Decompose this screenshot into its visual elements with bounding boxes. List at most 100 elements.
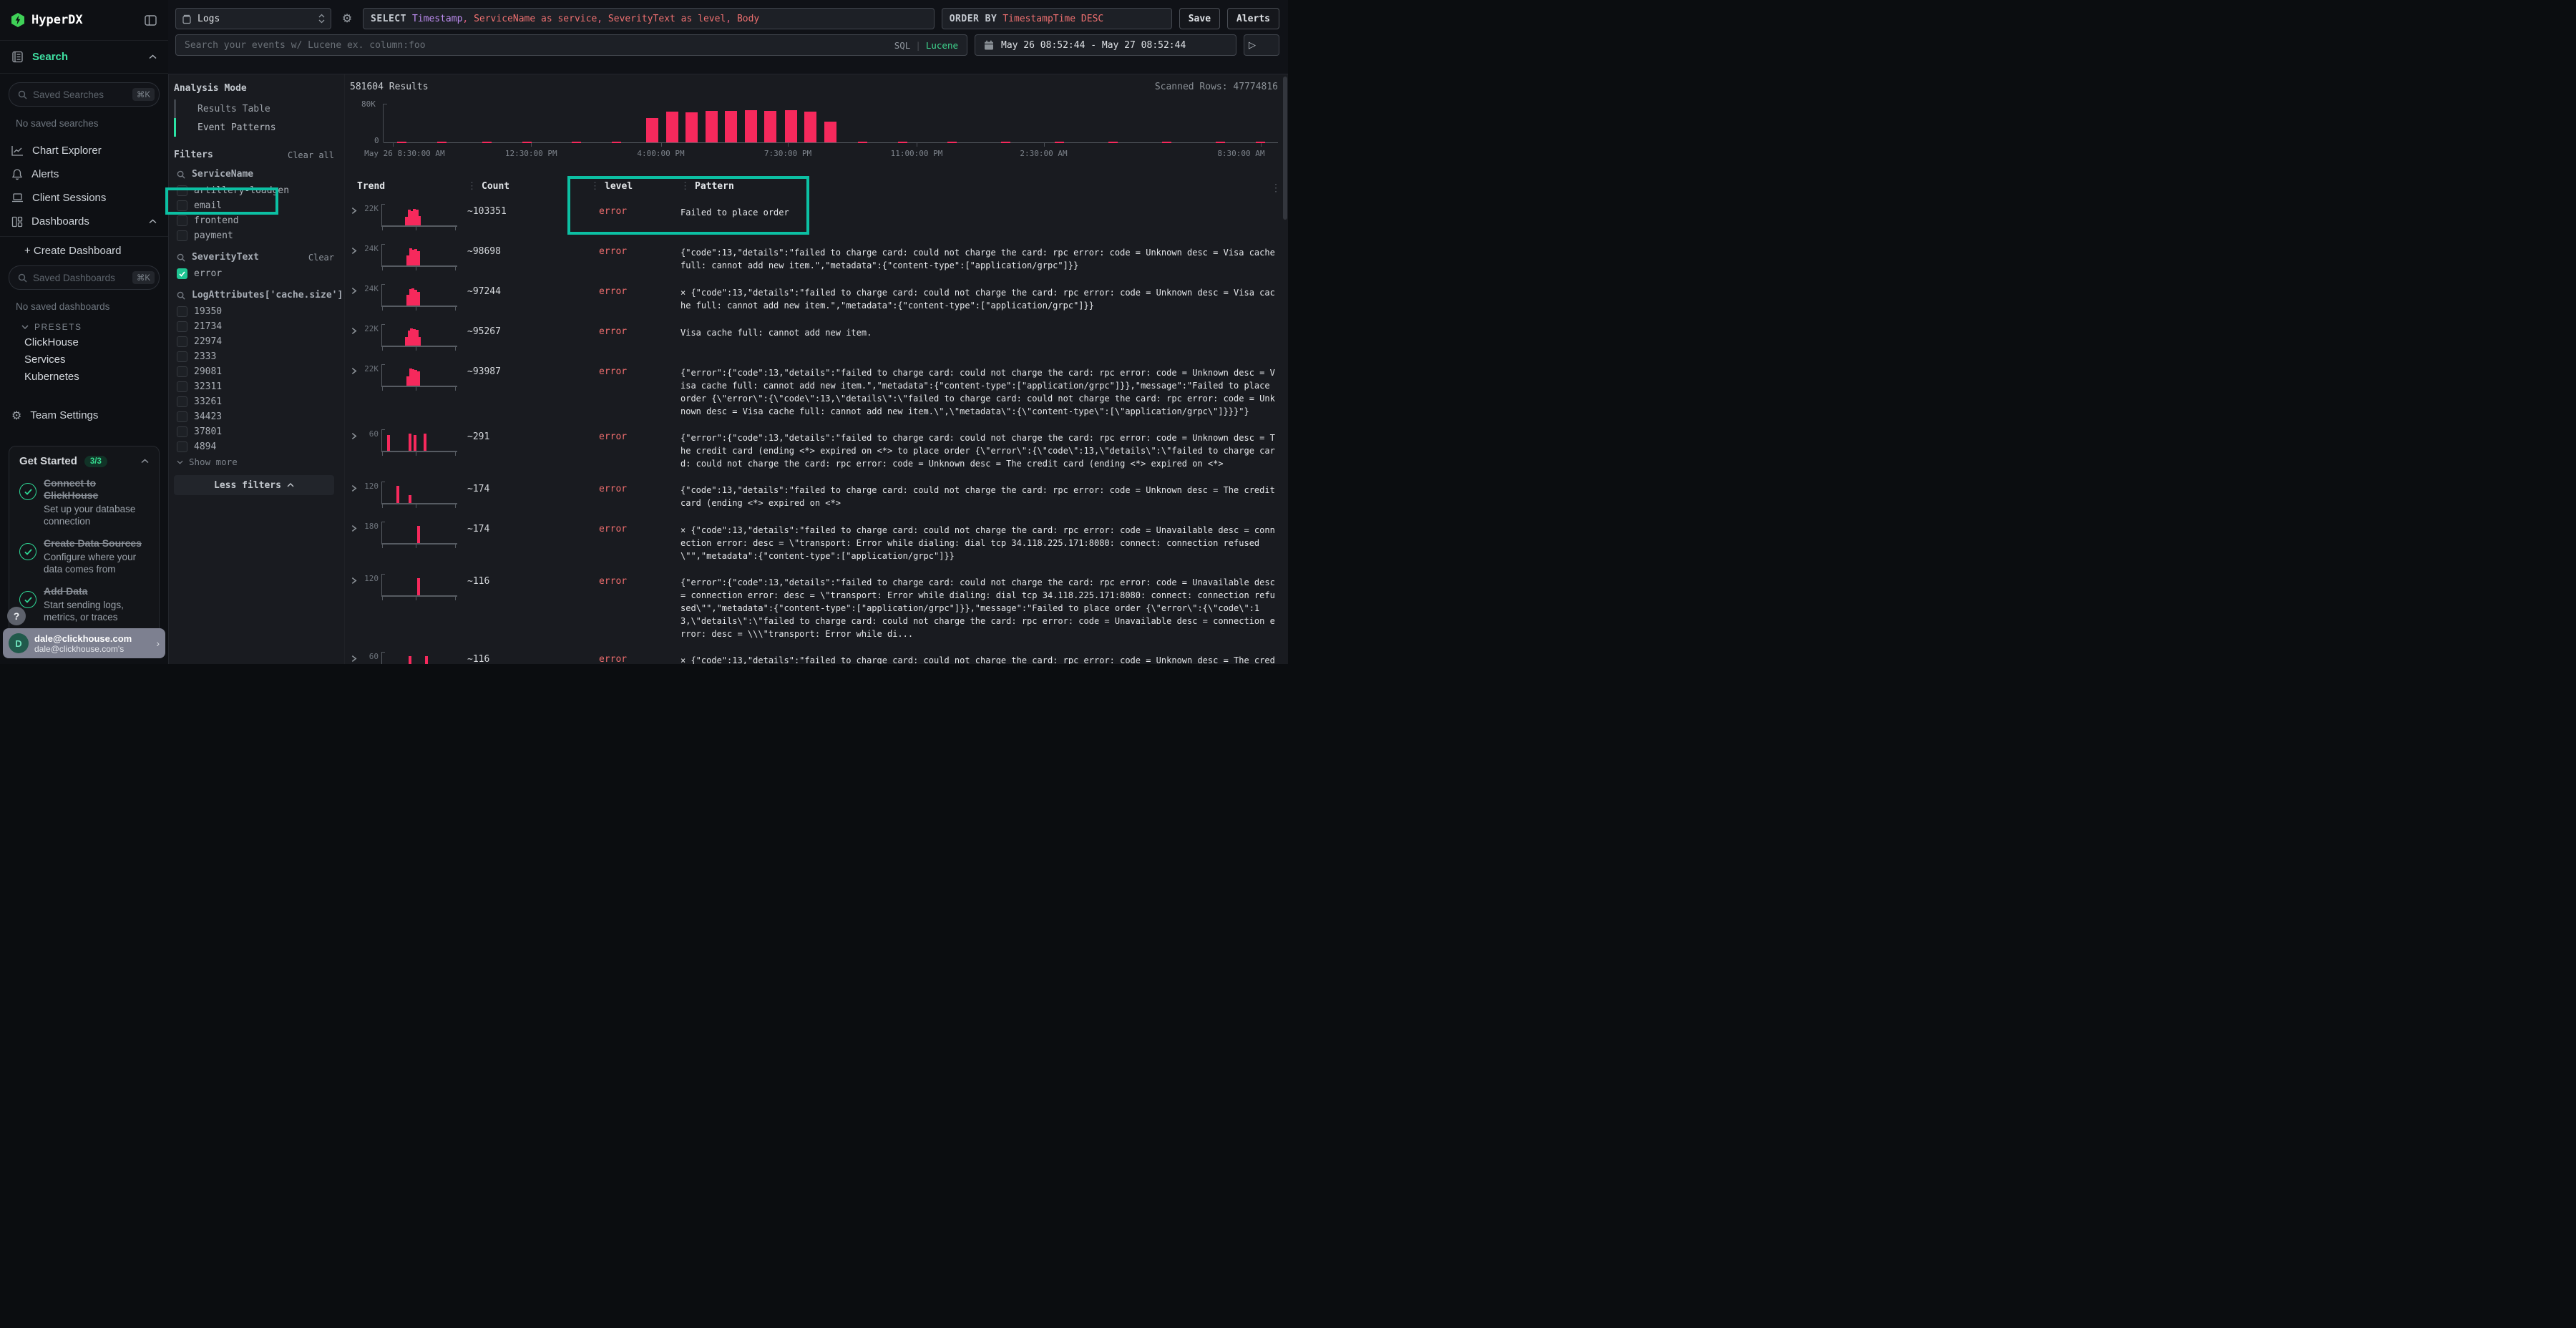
expand-row-chevron-icon[interactable] xyxy=(346,200,360,215)
checkbox[interactable] xyxy=(177,441,187,452)
checkbox[interactable] xyxy=(177,426,187,437)
checkbox[interactable] xyxy=(177,366,187,377)
histogram-bar[interactable] xyxy=(665,111,678,142)
expand-row-chevron-icon[interactable] xyxy=(346,425,360,440)
col-header-count[interactable]: ⋮ Count xyxy=(467,181,510,192)
histogram-bar[interactable] xyxy=(784,110,797,142)
expand-row-chevron-icon[interactable] xyxy=(346,570,360,585)
pattern-row[interactable]: 24K ~98698 error {"code":13,"details":"fail… xyxy=(346,236,1288,276)
histogram-bar[interactable] xyxy=(764,111,776,142)
histogram-bar[interactable] xyxy=(686,112,698,142)
pattern-row[interactable]: 180 ~174 error × {"code":13,"details":"fail… xyxy=(346,514,1288,566)
filter-option[interactable]: 29081 xyxy=(174,364,344,379)
filter-option[interactable]: frontend xyxy=(174,213,344,228)
sidebar-item-team-settings[interactable]: ⚙ Team Settings xyxy=(0,404,168,427)
lang-lucene[interactable]: Lucene xyxy=(925,39,958,51)
presets-toggle[interactable]: PRESETS xyxy=(21,322,168,332)
expand-row-chevron-icon[interactable] xyxy=(346,320,360,335)
lucene-search-input[interactable]: Search your events w/ Lucene ex. column:… xyxy=(175,34,967,56)
save-button[interactable]: Save xyxy=(1179,8,1221,29)
filter-option[interactable]: 19350 xyxy=(174,304,344,319)
checkbox[interactable] xyxy=(177,230,187,241)
date-range-picker[interactable]: May 26 08:52:44 - May 27 08:52:44 xyxy=(975,34,1236,56)
user-profile-chip[interactable]: D dale@clickhouse.com dale@clickhouse.co… xyxy=(3,628,165,658)
filter-option[interactable]: 21734 xyxy=(174,319,344,334)
pattern-row[interactable]: 120 ~116 error {"error":{"code":13,"details… xyxy=(346,566,1288,644)
get-started-item[interactable]: Create Data Sources Configure where your … xyxy=(19,537,149,575)
expand-row-chevron-icon[interactable] xyxy=(346,648,360,663)
filter-option[interactable]: 22974 xyxy=(174,334,344,349)
filter-option[interactable]: 4894 xyxy=(174,439,344,454)
lang-sql[interactable]: SQL xyxy=(894,39,911,51)
chevron-up-icon[interactable] xyxy=(141,459,149,464)
pattern-row[interactable]: 60 ~291 error {"error":{"code":13,"details"… xyxy=(346,421,1288,474)
sidebar-preset-kubernetes[interactable]: Kubernetes xyxy=(24,370,79,383)
filter-option[interactable]: error xyxy=(174,266,344,281)
filter-option[interactable]: 37801 xyxy=(174,424,344,439)
sidebar-item-alerts[interactable]: Alerts xyxy=(0,162,168,186)
checkbox[interactable] xyxy=(177,306,187,317)
col-header-level[interactable]: ⋮ level xyxy=(590,181,633,192)
pattern-row[interactable]: 24K ~97244 error × {"code":13,"details":"fa… xyxy=(346,276,1288,316)
alerts-button[interactable]: Alerts xyxy=(1227,8,1279,29)
filter-clear-link[interactable]: Clear xyxy=(308,252,334,263)
checkbox[interactable] xyxy=(177,396,187,407)
filter-option[interactable]: 2333 xyxy=(174,349,344,364)
filter-option[interactable]: 34423 xyxy=(174,409,344,424)
checkbox[interactable] xyxy=(177,381,187,392)
source-select[interactable]: Logs xyxy=(175,8,331,29)
sidebar-item-chart-explorer[interactable]: Chart Explorer xyxy=(0,139,168,162)
mode-results-table[interactable]: Results Table xyxy=(174,99,344,118)
checkbox[interactable] xyxy=(177,215,187,226)
pattern-row[interactable]: 22K ~93987 error {"error":{"code":13,"detai… xyxy=(346,356,1288,421)
pattern-row[interactable]: 60 ~116 error × {"code":13,"details":"faile… xyxy=(346,644,1288,664)
filter-option[interactable]: 33261 xyxy=(174,394,344,409)
histogram-bar[interactable] xyxy=(725,111,737,142)
sidebar-item-client-sessions[interactable]: Client Sessions xyxy=(0,186,168,210)
select-clause-input[interactable]: SELECT Timestamp, ServiceName as service… xyxy=(363,8,935,29)
pattern-row[interactable]: 22K ~103351 error Failed to place order xyxy=(346,196,1288,236)
histogram-bar[interactable] xyxy=(646,118,658,142)
mode-event-patterns[interactable]: Event Patterns xyxy=(174,118,344,137)
results-histogram[interactable]: 80K 0 May 26 8:30:00 AM 12:30:00 PM 4:00:0… xyxy=(350,94,1279,160)
expand-row-chevron-icon[interactable] xyxy=(346,240,360,255)
sidebar-item-dashboards[interactable]: Dashboards xyxy=(0,210,168,233)
checkbox[interactable] xyxy=(177,185,187,196)
histogram-bar[interactable] xyxy=(824,121,836,142)
drag-handle-icon[interactable]: ⋮ xyxy=(590,181,600,192)
get-started-item[interactable]: Connect to ClickHouse Set up your databas… xyxy=(19,477,149,527)
saved-dashboards-input[interactable]: Saved Dashboards ⌘K xyxy=(9,265,160,290)
run-query-button[interactable]: ▷ xyxy=(1244,34,1279,56)
checkbox[interactable] xyxy=(177,411,187,422)
checkbox[interactable] xyxy=(177,336,187,347)
filter-option[interactable]: payment xyxy=(174,228,344,243)
table-options-icon[interactable]: ⋮ xyxy=(1271,182,1281,194)
less-filters-button[interactable]: Less filters xyxy=(174,475,334,495)
histogram-bar[interactable] xyxy=(804,111,817,142)
expand-row-chevron-icon[interactable] xyxy=(346,360,360,375)
checkbox[interactable] xyxy=(177,200,187,211)
saved-searches-input[interactable]: Saved Searches ⌘K xyxy=(9,82,160,107)
col-header-pattern[interactable]: ⋮ Pattern xyxy=(680,181,734,192)
clear-all-link[interactable]: Clear all xyxy=(287,150,334,160)
create-dashboard-button[interactable]: + Create Dashboard xyxy=(24,244,122,257)
help-button[interactable]: ? xyxy=(7,607,26,625)
source-settings-gear-icon[interactable]: ⚙ xyxy=(338,8,356,29)
checkbox[interactable] xyxy=(177,321,187,332)
filter-option[interactable]: artillery-loadgen xyxy=(174,183,344,198)
collapse-sidebar-icon[interactable] xyxy=(145,14,157,26)
filter-option[interactable]: 32311 xyxy=(174,379,344,394)
expand-row-chevron-icon[interactable] xyxy=(346,477,360,492)
histogram-bar[interactable] xyxy=(705,111,718,142)
sidebar-preset-services[interactable]: Services xyxy=(24,353,66,366)
expand-row-chevron-icon[interactable] xyxy=(346,280,360,295)
filter-option[interactable]: email xyxy=(174,198,344,213)
pattern-row[interactable]: 22K ~95267 error Visa cache full: cannot ad… xyxy=(346,316,1288,356)
histogram-bar[interactable] xyxy=(744,110,757,142)
drag-handle-icon[interactable]: ⋮ xyxy=(467,181,477,192)
pattern-row[interactable]: 120 ~174 error {"code":13,"details":"failed… xyxy=(346,474,1288,514)
sidebar-item-search[interactable]: Search xyxy=(0,41,168,74)
expand-row-chevron-icon[interactable] xyxy=(346,517,360,532)
checkbox[interactable] xyxy=(177,268,187,279)
order-by-input[interactable]: ORDER BY TimestampTime DESC xyxy=(941,8,1172,29)
